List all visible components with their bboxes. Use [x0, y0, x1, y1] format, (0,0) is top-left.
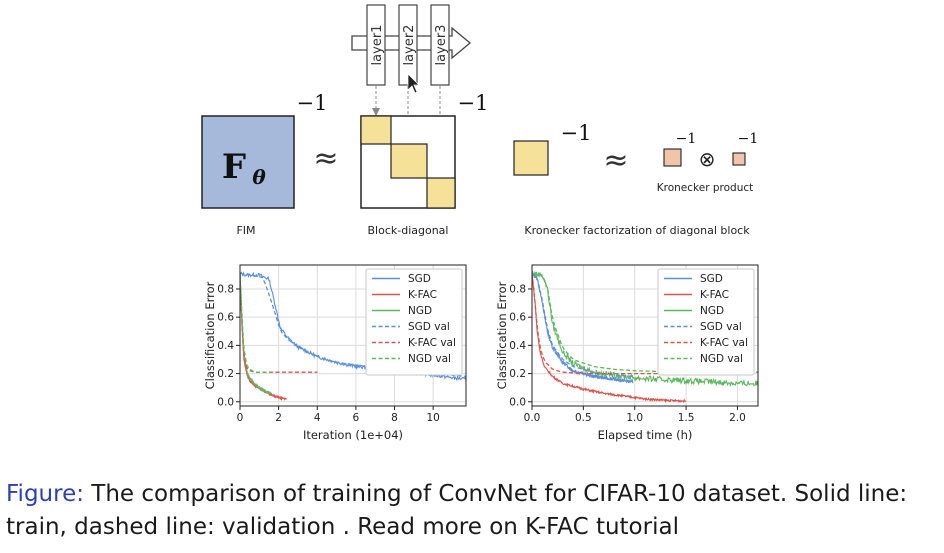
y-tick-label: 0.0	[509, 396, 526, 408]
y-tick-label: 0.4	[217, 340, 234, 352]
y-tick-label: 0.8	[509, 283, 526, 295]
series-line-sgd-val	[532, 272, 633, 378]
fim-square	[201, 115, 295, 209]
x-tick-label: 1.0	[626, 412, 643, 424]
y-axis-label: Classification Error	[203, 281, 217, 389]
kfac-figure: layer1 layer2 layer3 F θ −1 FIM ≈ −1 Blo…	[201, 4, 759, 442]
fim-label: FIM	[236, 224, 255, 237]
layer1-label: layer1	[370, 25, 385, 66]
legend-entry: SGD	[408, 273, 431, 285]
legend-box	[657, 268, 755, 376]
layer2-label: layer2	[402, 25, 417, 66]
layer3-box	[430, 4, 450, 86]
series-line-sgd	[532, 270, 634, 384]
legend-entry: K-FAC	[700, 289, 729, 301]
y-tick-label: 0.2	[217, 368, 234, 380]
x-axis-label: Elapsed time (h)	[598, 428, 693, 442]
fim-symbol: F	[222, 147, 246, 187]
diagonal-block-2	[390, 143, 428, 179]
x-tick-label: 2.0	[729, 412, 746, 424]
x-tick-label: 1.5	[678, 412, 695, 424]
series-line-k-fac	[240, 274, 287, 401]
x-tick-label: 6	[353, 412, 360, 424]
legend-entry: SGD val	[408, 321, 450, 333]
y-tick-label: 0.6	[509, 312, 526, 324]
otimes-icon: ⊗	[699, 147, 716, 171]
legend-entry: K-FAC val	[700, 337, 748, 349]
kronecker-factor-b	[732, 152, 746, 166]
layer3-label: layer3	[434, 25, 449, 66]
y-tick-label: 0.4	[509, 340, 526, 352]
factor-b-inverse-exponent: −1	[738, 131, 759, 147]
y-tick-label: 0.6	[217, 312, 234, 324]
legend-entry: SGD	[700, 273, 723, 285]
x-tick-label: 8	[391, 412, 398, 424]
approx-symbol-1: ≈	[313, 141, 338, 176]
x-tick-label: 0.5	[575, 412, 592, 424]
diagonal-block-3	[426, 177, 456, 209]
caption-text: The comparison of training of ConvNet fo…	[6, 481, 908, 540]
series-line-ngd	[240, 273, 272, 395]
legend-entry: NGD val	[700, 353, 743, 365]
kronecker-factorization-label: Kronecker factorization of diagonal bloc…	[524, 224, 750, 237]
layer1-box	[366, 4, 386, 86]
x-tick-label: 10	[426, 412, 439, 424]
fim-subscript: θ	[252, 165, 266, 189]
approx-symbol-2: ≈	[603, 143, 628, 178]
network-layers-diagram: layer1 layer2 layer3	[351, 4, 472, 180]
block-diagonal-matrix: −1 Block-diagonal	[360, 91, 489, 237]
legend-box	[365, 268, 463, 376]
chart-iteration: 0 2 4 6 8 10 0.0 0.2 0.4 0.6 0.8 Iteration (1e+04) C…	[203, 264, 467, 442]
fim-matrix: F θ −1 FIM	[201, 91, 328, 237]
x-tick-label: 0.0	[524, 412, 541, 424]
y-axis-label: Classification Error	[495, 281, 509, 389]
x-tick-label: 2	[275, 412, 282, 424]
kronecker-product-label: Kronecker product	[657, 182, 754, 194]
figure-caption: Figure: The comparison of training of Co…	[6, 478, 936, 544]
y-tick-label: 0.2	[509, 368, 526, 380]
y-tick-label: 0.0	[217, 396, 234, 408]
legend-entry: K-FAC val	[408, 337, 456, 349]
single-block-inverse-exponent: −1	[561, 121, 592, 145]
chart-elapsed-time: 0.0 0.5 1.0 1.5 2.0 0.0 0.2 0.4 0.6 0.8 Elapsed ti…	[495, 264, 759, 442]
factor-a-inverse-exponent: −1	[676, 131, 697, 147]
legend-entry: NGD	[408, 305, 432, 317]
x-axis-label: Iteration (1e+04)	[303, 428, 403, 442]
single-diagonal-block	[513, 140, 549, 176]
series-line-ngd	[532, 270, 758, 387]
y-tick-label: 0.8	[217, 283, 234, 295]
series-line-k-fac	[532, 273, 687, 404]
mouse-cursor-icon	[407, 73, 420, 94]
legend-entry: SGD val	[700, 321, 742, 333]
diagonal-block-1	[360, 115, 392, 145]
block-inverse-exponent: −1	[458, 91, 489, 115]
block-diagonal-label: Block-diagonal	[368, 224, 449, 237]
caption-label: Figure:	[6, 481, 84, 507]
fim-inverse-exponent: −1	[297, 91, 328, 115]
kronecker-factor-a	[663, 148, 682, 167]
legend-entry: NGD val	[408, 353, 451, 365]
x-tick-label: 4	[314, 412, 321, 424]
kronecker-factorization: −1 ≈ −1 ⊗ −1 Kronecker product Kronecker…	[513, 121, 759, 237]
plot-frame	[239, 264, 467, 407]
x-tick-label: 0	[237, 412, 244, 424]
plot-frame	[531, 264, 759, 407]
series-line-ngd-val	[240, 273, 271, 373]
legend-entry: NGD	[700, 305, 724, 317]
legend-entry: K-FAC	[408, 289, 437, 301]
